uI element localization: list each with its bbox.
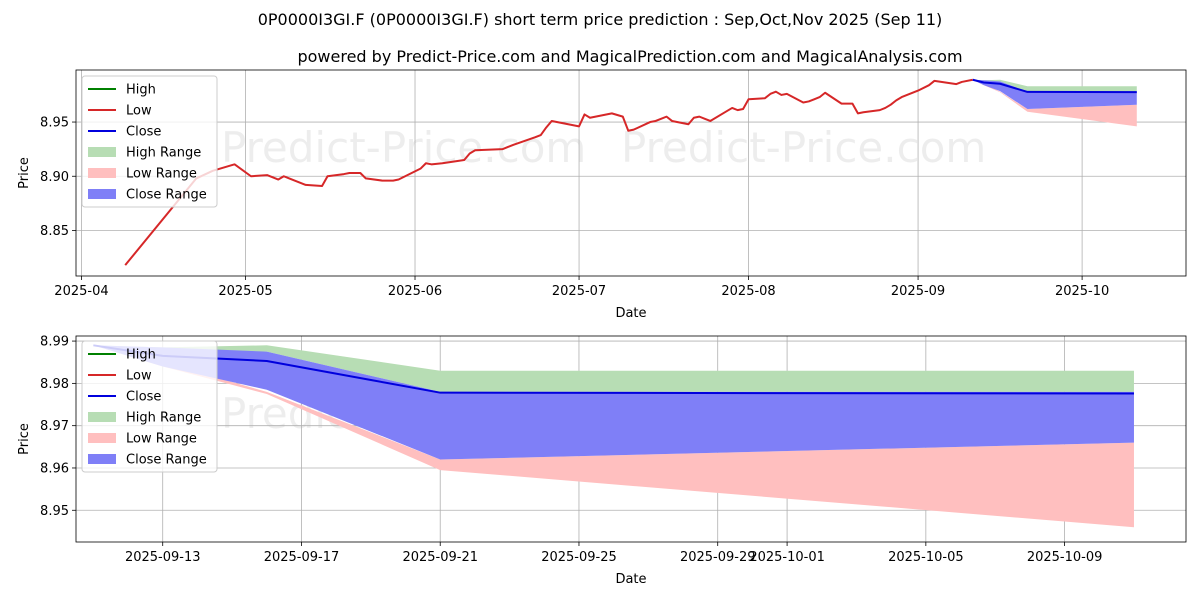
legend: High Low Close High Range Low Range Close Ran… bbox=[81, 75, 218, 208]
x-tick-label: 2025-07 bbox=[552, 284, 606, 299]
y-axis-label: Price bbox=[17, 157, 32, 189]
low-range-legend-label: Low Range bbox=[126, 167, 197, 182]
y-tick-label: 8.90 bbox=[40, 170, 69, 185]
y-tick-label: 8.96 bbox=[40, 461, 69, 476]
watermark-text: Predict-Price.com bbox=[221, 123, 586, 172]
x-tick-label: 2025-09-17 bbox=[264, 550, 340, 565]
high-legend-label: High bbox=[126, 83, 156, 98]
x-tick-label: 2025-09-13 bbox=[125, 550, 201, 565]
x-tick-label: 2025-04 bbox=[54, 284, 108, 299]
x-tick-label: 2025-10-09 bbox=[1027, 550, 1103, 565]
y-tick-label: 8.95 bbox=[40, 504, 69, 519]
close-range-legend-label: Close Range bbox=[126, 453, 207, 468]
y-tick-label: 8.85 bbox=[40, 224, 69, 239]
watermark-text: Predict-Price.com bbox=[621, 123, 986, 172]
close-range-legend-swatch bbox=[88, 189, 116, 199]
low-range-band bbox=[972, 79, 1137, 127]
plot-area bbox=[124, 78, 1137, 266]
bottom-chart-panel: Predict-Price.comPredict-Price.com2025-0… bbox=[17, 335, 1187, 587]
low-range-legend-label: Low Range bbox=[126, 432, 197, 447]
x-axis-label: Date bbox=[615, 572, 646, 587]
chart-title: 0P0000I3GI.F (0P0000I3GI.F) short term p… bbox=[258, 10, 943, 29]
low-line bbox=[124, 78, 973, 266]
high-range-band bbox=[93, 345, 1134, 392]
high-range-legend-label: High Range bbox=[126, 146, 201, 161]
y-tick-label: 8.99 bbox=[40, 335, 69, 350]
x-tick-label: 2025-08 bbox=[721, 284, 775, 299]
y-axis-label: Price bbox=[17, 423, 32, 455]
x-axis-label: Date bbox=[615, 306, 646, 321]
low-legend-label: Low bbox=[126, 104, 152, 119]
close-range-legend-label: Close Range bbox=[126, 188, 207, 203]
high-range-legend-label: High Range bbox=[126, 411, 201, 426]
top-chart-panel: Predict-Price.com Predict-Price.com 2025-0… bbox=[17, 69, 1187, 321]
chart-subtitle: powered by Predict-Price.com and Magical… bbox=[297, 47, 962, 66]
x-tick-label: 2025-10-01 bbox=[749, 550, 825, 565]
x-tick-label: 2025-09-21 bbox=[402, 550, 478, 565]
close-legend-label: Close bbox=[126, 390, 161, 405]
low-range-legend-swatch bbox=[88, 433, 116, 443]
high-range-band bbox=[972, 79, 1137, 92]
low-range-band bbox=[93, 345, 1134, 528]
high-legend-label: High bbox=[126, 348, 156, 363]
close-range-legend-swatch bbox=[88, 454, 116, 464]
x-tick-label: 2025-06 bbox=[388, 284, 442, 299]
close-range-band bbox=[93, 345, 1134, 460]
high-range-legend-swatch bbox=[88, 147, 116, 157]
x-tick-label: 2025-09-25 bbox=[541, 550, 617, 565]
close-legend-label: Close bbox=[126, 125, 161, 140]
y-tick-label: 8.95 bbox=[40, 116, 69, 131]
x-tick-label: 2025-05 bbox=[218, 284, 272, 299]
axes-frame bbox=[75, 335, 1187, 543]
x-tick-label: 2025-09 bbox=[891, 284, 945, 299]
x-tick-label: 2025-09-29 bbox=[680, 550, 756, 565]
x-tick-label: 2025-10 bbox=[1055, 284, 1109, 299]
low-range-legend-swatch bbox=[88, 168, 116, 178]
axes-frame bbox=[75, 69, 1187, 277]
high-range-legend-swatch bbox=[88, 412, 116, 422]
y-tick-label: 8.97 bbox=[40, 419, 69, 434]
low-legend-label: Low bbox=[126, 369, 152, 384]
y-tick-label: 8.98 bbox=[40, 377, 69, 392]
legend: High Low Close High Range Low Range Close Ran… bbox=[81, 340, 218, 473]
x-tick-label: 2025-10-05 bbox=[888, 550, 964, 565]
close-line bbox=[972, 78, 1137, 94]
